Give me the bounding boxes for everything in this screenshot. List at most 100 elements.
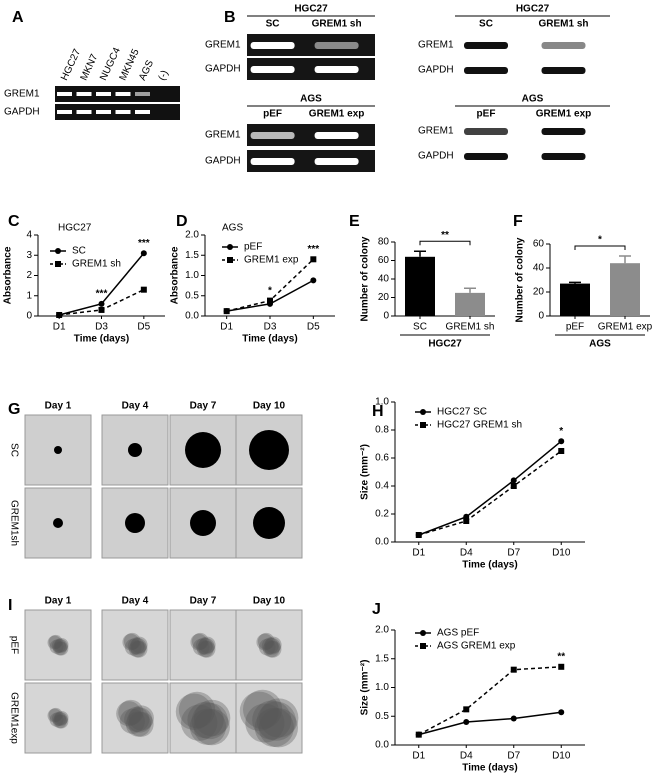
- y-tick-label: 0.4: [375, 481, 389, 492]
- spheroid: [256, 701, 296, 741]
- spheroid: [191, 702, 229, 740]
- y-tick-label: 20: [533, 287, 545, 298]
- spheroid: [245, 703, 285, 743]
- spheroid: [185, 432, 221, 468]
- significance-bracket: [419, 240, 471, 246]
- panel-letter: C: [8, 213, 20, 230]
- y-tick-label: 0.5: [375, 711, 389, 722]
- spheroid: [192, 638, 210, 656]
- panel-letter: I: [8, 597, 12, 614]
- legend-label: SC: [72, 246, 86, 257]
- y-tick-label: 1.5: [375, 653, 389, 664]
- y-tick-label: 0.0: [185, 311, 199, 322]
- spheroid: [119, 708, 145, 734]
- significance-bracket: [574, 245, 626, 250]
- spheroid: [127, 637, 145, 655]
- error-bar: [414, 250, 426, 257]
- x-tick-label: D3: [264, 322, 277, 333]
- spheroid: [118, 699, 144, 726]
- chart-title: HGC27: [58, 223, 92, 234]
- band: [250, 66, 295, 73]
- row-label: GREM1: [418, 40, 454, 51]
- band: [464, 67, 508, 74]
- error-bar: [464, 287, 476, 293]
- y-tick-label: 60: [533, 239, 545, 250]
- legend-label: AGS pEF: [437, 628, 479, 639]
- spheroid: [178, 691, 216, 729]
- error-bar: [619, 255, 631, 264]
- spheroid: [254, 707, 294, 748]
- series-line: [418, 440, 562, 536]
- error-bar: [569, 281, 581, 284]
- legend-marker: [420, 643, 426, 649]
- spheroid: [125, 513, 145, 533]
- legend-label: HGC27 GREM1 sh: [437, 420, 522, 431]
- panel-letter: B: [224, 9, 236, 26]
- point: [223, 308, 230, 315]
- spheroid: [127, 707, 153, 733]
- panel-letter: F: [513, 213, 523, 230]
- point: [558, 709, 565, 716]
- annotation: ***: [307, 244, 319, 255]
- bar: [560, 283, 590, 316]
- band: [250, 42, 295, 49]
- annotation: ***: [138, 238, 150, 249]
- band: [96, 110, 111, 114]
- spheroid: [261, 637, 279, 655]
- band: [541, 67, 586, 74]
- spheroid: [51, 638, 66, 653]
- row-label: GREM1sh: [8, 500, 19, 546]
- legend-label: pEF: [244, 242, 262, 253]
- spheroid: [54, 711, 69, 725]
- band: [464, 153, 508, 160]
- point: [415, 731, 422, 738]
- spheroid: [263, 637, 281, 655]
- legend-marker: [55, 261, 61, 267]
- legend-label: GREM1 sh: [72, 259, 121, 270]
- y-axis-label: Absorbance: [3, 246, 14, 304]
- spheroid: [116, 701, 142, 727]
- gel-header: AGS: [300, 94, 322, 105]
- point: [98, 300, 105, 307]
- micrograph: [24, 682, 92, 754]
- band: [57, 92, 72, 96]
- y-tick-label: 0.2: [375, 509, 389, 520]
- x-axis-label: Time (days): [462, 560, 517, 571]
- bar: [455, 292, 485, 316]
- band: [250, 158, 295, 165]
- spheroid: [193, 708, 230, 746]
- x-tick-label: D4: [460, 751, 473, 762]
- x-tick-label: D3: [95, 322, 108, 333]
- point: [98, 306, 105, 313]
- panel-letter: J: [372, 601, 381, 618]
- row-label: SC: [8, 443, 19, 457]
- y-tick-label: 1.0: [375, 397, 389, 408]
- spheroid: [242, 689, 283, 729]
- y-tick-label: 40: [378, 274, 390, 285]
- x-tick-label: pEF: [566, 322, 584, 333]
- spheroid: [249, 430, 289, 470]
- spheroid: [53, 639, 68, 654]
- spheroid: [189, 708, 227, 745]
- row-label: GREM1: [4, 89, 40, 100]
- spheroid: [52, 714, 67, 729]
- y-tick-label: 60: [378, 255, 390, 266]
- point: [463, 719, 470, 725]
- x-tick-label: D5: [307, 322, 320, 333]
- point: [267, 297, 273, 304]
- spheroid: [253, 507, 285, 539]
- point: [558, 448, 565, 454]
- row-label: pEF: [8, 636, 19, 654]
- panel-letter: H: [372, 403, 384, 420]
- point: [510, 715, 517, 722]
- band: [115, 110, 131, 114]
- spheroid: [175, 693, 213, 730]
- x-tick-label: D7: [507, 751, 520, 762]
- point: [510, 666, 517, 673]
- point: [558, 663, 565, 670]
- series-line: [418, 711, 562, 736]
- panel-letter: A: [12, 9, 24, 26]
- spheroid: [239, 691, 279, 731]
- y-tick-label: 2: [26, 270, 32, 281]
- group-label: HGC27: [428, 339, 462, 350]
